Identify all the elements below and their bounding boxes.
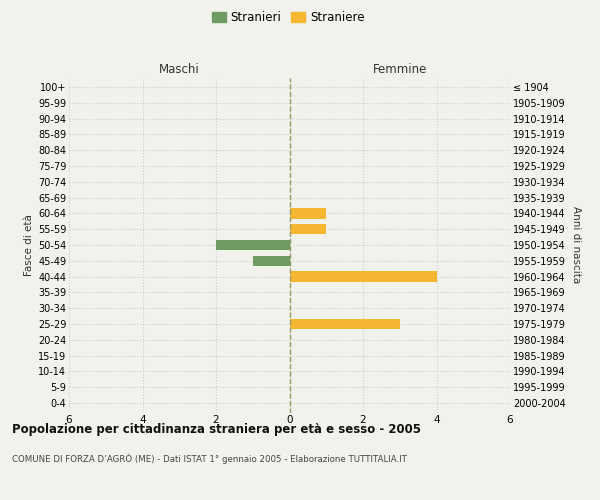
Legend: Stranieri, Straniere: Stranieri, Straniere xyxy=(209,8,367,26)
Bar xyxy=(290,319,400,329)
Y-axis label: Fasce di età: Fasce di età xyxy=(23,214,34,276)
Bar xyxy=(253,256,290,266)
Bar xyxy=(290,272,437,281)
Text: Femmine: Femmine xyxy=(373,63,427,76)
Bar xyxy=(290,208,326,218)
Text: Popolazione per cittadinanza straniera per età e sesso - 2005: Popolazione per cittadinanza straniera p… xyxy=(12,422,421,436)
Y-axis label: Anni di nascita: Anni di nascita xyxy=(571,206,581,284)
Text: Maschi: Maschi xyxy=(159,63,200,76)
Bar xyxy=(216,240,290,250)
Text: COMUNE DI FORZA D’AGRÒ (ME) - Dati ISTAT 1° gennaio 2005 - Elaborazione TUTTITAL: COMUNE DI FORZA D’AGRÒ (ME) - Dati ISTAT… xyxy=(12,454,407,464)
Bar xyxy=(290,224,326,234)
